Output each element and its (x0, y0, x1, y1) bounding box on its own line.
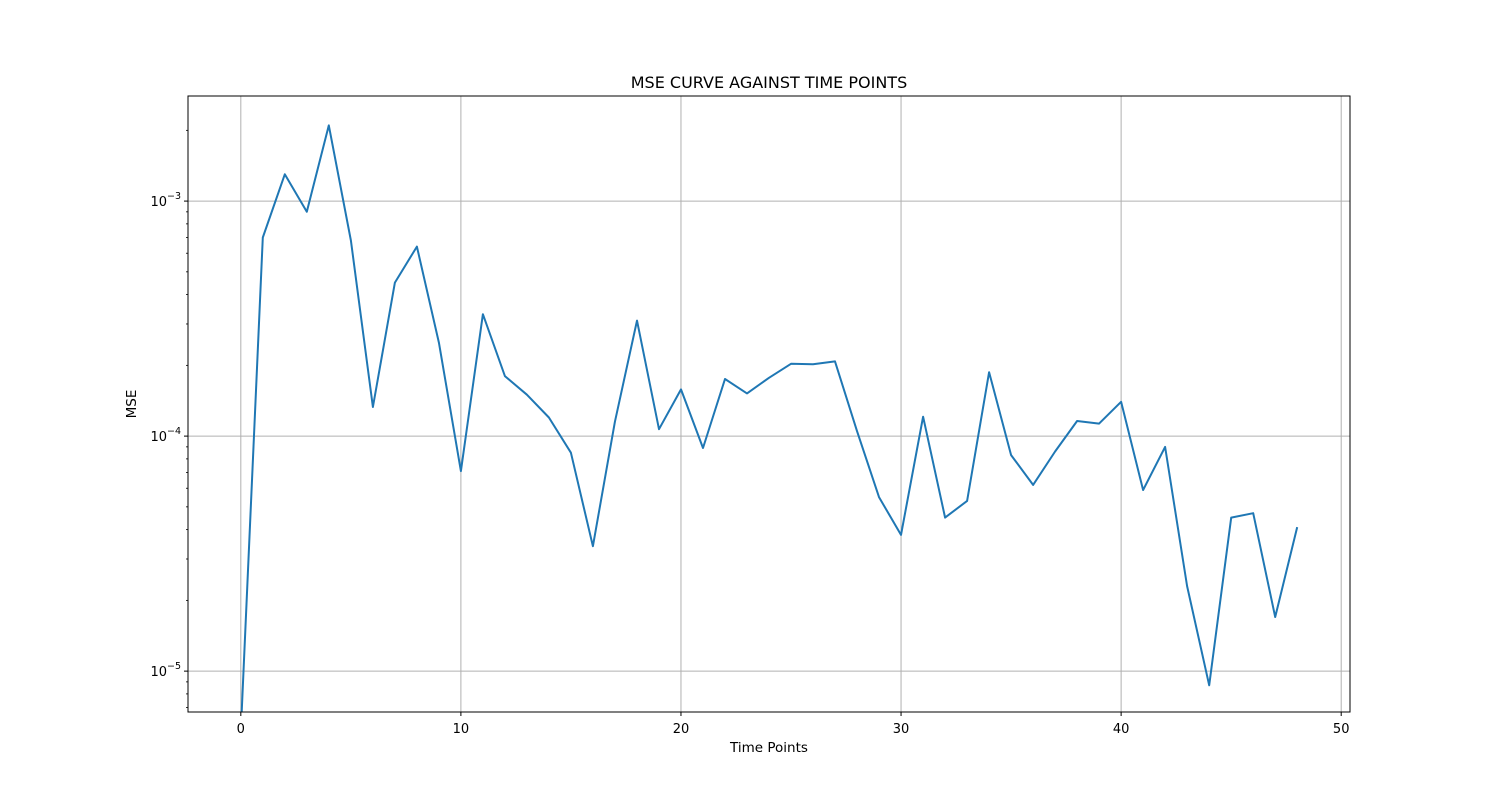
y-tick-label-base: 10 (150, 195, 167, 210)
y-tick-label: 10−5 (150, 661, 181, 680)
x-tick-label: 0 (237, 722, 245, 737)
y-tick-label-exponent: −5 (167, 661, 181, 672)
chart-title: MSE CURVE AGAINST TIME POINTS (631, 73, 907, 92)
y-axis: 10−510−410−3 (150, 129, 188, 708)
x-axis: 0 10 20 30 40 50 (237, 712, 1350, 737)
y-tick-label: 10−4 (150, 426, 181, 445)
x-axis-label: Time Points (729, 740, 808, 756)
x-tick-label: 20 (673, 722, 690, 737)
y-tick-label-base: 10 (150, 665, 167, 680)
x-tick-label: 10 (453, 722, 470, 737)
x-tick-label: 50 (1333, 722, 1350, 737)
x-tick-label: 40 (1113, 722, 1130, 737)
y-tick-label-exponent: −3 (167, 191, 181, 202)
x-tick-label: 30 (893, 722, 910, 737)
plot-area-frame (187, 95, 1351, 713)
y-tick-label: 10−3 (150, 191, 181, 210)
mse-series-line (240, 124, 1299, 712)
y-tick-label-base: 10 (150, 430, 167, 445)
y-axis-label: MSE (124, 390, 140, 419)
y-tick-label-exponent: −4 (167, 426, 181, 437)
series-layer (240, 124, 1299, 712)
